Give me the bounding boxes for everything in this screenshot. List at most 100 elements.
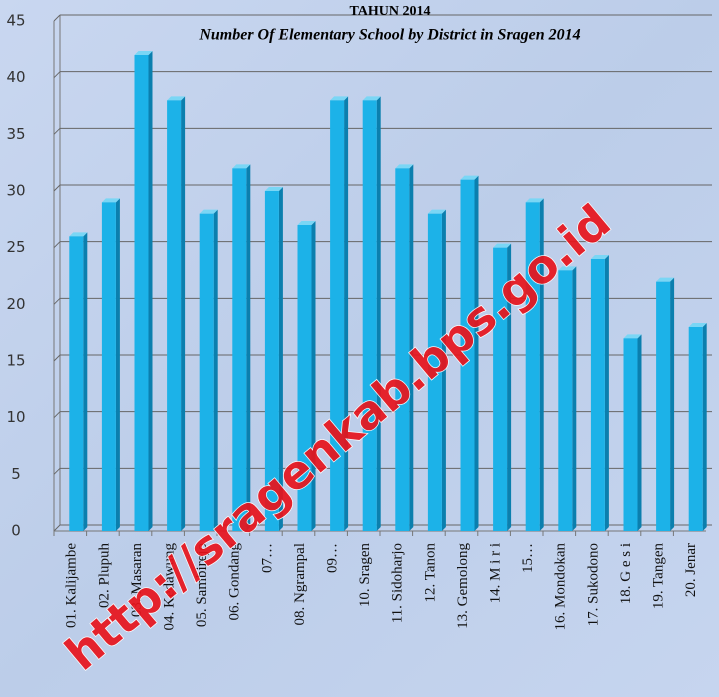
bar-top xyxy=(134,51,153,55)
bar-top xyxy=(330,96,349,101)
bar-top xyxy=(688,323,707,327)
x-tick-label: 16. Mondokan xyxy=(553,543,569,631)
bar-group xyxy=(558,266,577,531)
bar-group xyxy=(460,175,479,531)
bar xyxy=(69,236,84,532)
bar-side xyxy=(213,209,218,531)
bar-group xyxy=(330,96,349,531)
bar xyxy=(460,179,475,531)
grid-line-depth xyxy=(53,411,61,419)
grid-line-depth xyxy=(53,71,61,79)
chart-subtitle: Number Of Elementary School by District … xyxy=(198,27,580,44)
bar-group xyxy=(395,164,414,532)
y-tick-label: 40 xyxy=(6,68,25,86)
bar-top xyxy=(232,164,251,169)
bar-side xyxy=(474,175,479,531)
bar-group xyxy=(362,96,381,531)
x-tick-label: 08. Ngrampal xyxy=(292,543,308,625)
x-tick-label: 01. Kalijambe xyxy=(64,543,80,628)
grid-line-depth xyxy=(53,524,61,532)
bar xyxy=(656,281,671,531)
bar-side xyxy=(181,96,186,531)
bar-group xyxy=(264,187,283,531)
bar-side xyxy=(246,164,251,532)
bar-group xyxy=(134,51,153,531)
x-tick-label: 13. Gemolong xyxy=(455,543,471,629)
bar-group xyxy=(232,164,251,532)
x-tick-label: 14. M i r i xyxy=(488,543,504,603)
bar-top xyxy=(623,334,642,339)
grid-line-depth xyxy=(53,467,61,475)
y-tick-label: 15 xyxy=(6,352,25,370)
bar-group xyxy=(427,209,446,531)
x-tick-label: 05. Sambirejo xyxy=(194,543,210,627)
bar xyxy=(688,327,703,531)
y-tick-label: 5 xyxy=(11,465,21,483)
bar-top xyxy=(493,243,512,248)
bar-group xyxy=(69,232,88,532)
bar-side xyxy=(637,334,642,531)
bar xyxy=(330,100,345,531)
x-tick-label: 03. Masaran xyxy=(129,543,145,618)
bar-side xyxy=(441,209,446,531)
grid-line-depth xyxy=(53,184,61,192)
bar xyxy=(134,55,149,531)
grid-line-depth xyxy=(53,127,61,135)
y-tick-label: 30 xyxy=(6,182,25,200)
bar xyxy=(232,168,247,532)
x-tick-label: 02. Plupuh xyxy=(96,543,112,609)
bar-side xyxy=(311,221,316,531)
bar-top xyxy=(362,96,381,101)
bar-group xyxy=(167,96,186,531)
bar xyxy=(167,100,182,531)
bar-group xyxy=(101,198,120,532)
bar-top xyxy=(199,209,218,214)
x-tick-label: 06. Gondang xyxy=(227,543,243,621)
y-tick-label: 45 xyxy=(6,12,25,30)
bar-group xyxy=(297,221,316,531)
grid-line-depth xyxy=(53,354,61,362)
bar-top xyxy=(264,187,283,191)
x-tick-label: 04. Kedawung xyxy=(162,543,178,631)
bar-side xyxy=(702,323,707,531)
x-tick-label: 17. Sukodono xyxy=(585,543,601,626)
bar-top xyxy=(525,198,544,203)
bar-top xyxy=(558,266,577,271)
grid-line-depth xyxy=(53,241,61,249)
bar-side xyxy=(572,266,577,531)
bar-group xyxy=(199,209,218,531)
chart-title: TAHUN 2014 xyxy=(349,4,430,19)
bar-group xyxy=(623,334,642,531)
x-tick-label: 12. Tanon xyxy=(422,543,438,603)
bar-side xyxy=(376,96,381,531)
x-tick-label: 15… xyxy=(520,543,536,573)
bar xyxy=(362,100,377,531)
x-tick-label: 19. Tangen xyxy=(651,543,667,610)
bar xyxy=(297,225,312,531)
x-tick-label: 20. Jenar xyxy=(683,543,699,597)
y-tick-label: 25 xyxy=(6,238,25,256)
bar-top xyxy=(427,209,446,214)
bar-side xyxy=(115,198,120,532)
bar xyxy=(558,270,573,531)
grid-line-depth xyxy=(53,297,61,305)
bar-group xyxy=(656,277,675,531)
x-tick-label: 10. Sragen xyxy=(357,543,373,608)
bar-top xyxy=(69,232,88,237)
bar-side xyxy=(344,96,349,531)
bar-top xyxy=(167,96,186,101)
bar xyxy=(590,259,605,531)
bar-side xyxy=(670,277,675,531)
bar xyxy=(623,338,638,531)
bar-side xyxy=(83,232,88,532)
bar xyxy=(427,213,442,531)
bar-top xyxy=(395,164,414,169)
x-tick-label: 11. Sidoharjo xyxy=(390,543,406,623)
bar-top xyxy=(101,198,120,203)
bar xyxy=(525,202,540,532)
bar-top xyxy=(656,277,675,282)
bar-side xyxy=(507,243,512,531)
bar-side xyxy=(604,255,609,531)
